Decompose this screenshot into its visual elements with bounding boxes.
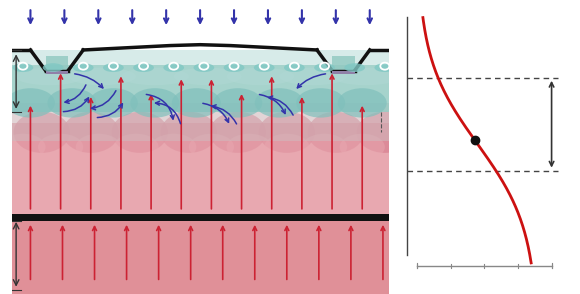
Ellipse shape [6, 88, 55, 118]
Ellipse shape [226, 68, 295, 85]
Bar [12, 220, 389, 294]
Ellipse shape [63, 112, 119, 153]
Bar [332, 71, 355, 74]
Ellipse shape [209, 112, 266, 153]
Ellipse shape [302, 134, 347, 160]
Ellipse shape [0, 134, 45, 160]
Ellipse shape [213, 88, 262, 118]
Ellipse shape [151, 134, 196, 160]
Bar [12, 50, 389, 65]
Ellipse shape [188, 134, 234, 160]
Bar [332, 56, 355, 71]
Ellipse shape [284, 63, 304, 72]
Ellipse shape [224, 63, 244, 72]
Ellipse shape [280, 68, 347, 85]
Ellipse shape [13, 112, 70, 153]
Ellipse shape [75, 134, 121, 160]
Ellipse shape [307, 112, 364, 153]
Ellipse shape [103, 63, 124, 72]
Ellipse shape [172, 88, 221, 118]
Ellipse shape [264, 134, 310, 160]
Ellipse shape [15, 68, 84, 85]
Ellipse shape [111, 112, 168, 153]
Ellipse shape [164, 63, 184, 72]
Bar [12, 123, 389, 214]
Bar [45, 71, 68, 74]
Bar [12, 103, 389, 141]
Ellipse shape [357, 112, 413, 153]
Ellipse shape [133, 63, 154, 72]
Ellipse shape [121, 68, 188, 85]
Ellipse shape [340, 134, 385, 160]
Ellipse shape [314, 63, 335, 72]
Bar [12, 214, 389, 220]
Ellipse shape [173, 68, 241, 85]
Ellipse shape [226, 134, 271, 160]
Ellipse shape [375, 63, 395, 72]
Ellipse shape [73, 63, 93, 72]
Ellipse shape [43, 63, 63, 72]
Ellipse shape [161, 112, 217, 153]
Ellipse shape [332, 68, 400, 85]
Ellipse shape [194, 63, 214, 72]
Ellipse shape [68, 68, 136, 85]
Ellipse shape [345, 63, 365, 72]
Bar [12, 65, 389, 112]
Ellipse shape [48, 88, 96, 118]
Ellipse shape [338, 88, 387, 118]
Bar [45, 56, 68, 71]
Ellipse shape [89, 88, 138, 118]
Ellipse shape [38, 134, 84, 160]
Ellipse shape [13, 63, 33, 72]
Ellipse shape [255, 88, 304, 118]
Ellipse shape [259, 112, 315, 153]
Ellipse shape [254, 63, 274, 72]
Ellipse shape [130, 88, 179, 118]
Ellipse shape [113, 134, 158, 160]
Ellipse shape [296, 88, 345, 118]
